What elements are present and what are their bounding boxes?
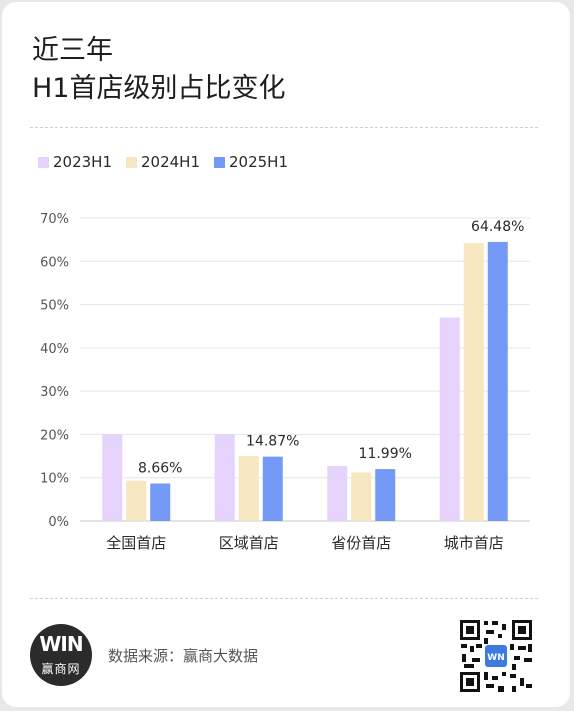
title-line-2: H1首店级别占比变化 (32, 73, 286, 104)
bar-2023h1-2 (327, 466, 348, 521)
y-tick-label: 50% (40, 299, 69, 314)
qr-code-icon: WN (458, 618, 534, 694)
bar-2025h1-3 (487, 241, 508, 521)
legend-item-2025: 2025H1 (214, 153, 288, 171)
x-tick-label: 区域首店 (219, 534, 279, 552)
logo-mark: WIN (39, 632, 83, 656)
data-label: 11.99% (359, 446, 412, 462)
legend-swatch-2024 (126, 156, 137, 168)
legend-label-2023: 2023H1 (53, 153, 112, 171)
bar-2025h1-0 (150, 483, 171, 521)
legend-swatch-2025 (214, 156, 225, 168)
y-tick-label: 20% (40, 428, 69, 443)
y-tick-label: 10% (40, 472, 69, 487)
y-tick-label: 60% (40, 255, 69, 270)
bottom-divider (30, 598, 538, 599)
top-divider (30, 127, 538, 128)
bar-2024h1-3 (463, 243, 484, 521)
bar-2025h1-1 (262, 456, 283, 521)
svg-text:WN: WN (487, 653, 504, 663)
x-tick-label: 省份首店 (331, 534, 391, 552)
y-tick-label: 40% (40, 342, 69, 357)
title-line-1: 近三年 (32, 35, 113, 66)
bar-2023h1-0 (102, 434, 123, 521)
y-tick-label: 0% (48, 515, 69, 530)
data-label: 14.87% (246, 434, 299, 450)
bar-chart: 0% 10% 20% 30% 40% 50% 60% 70% 8.66% 全国首店 14.87% 区域… (40, 212, 530, 552)
bar-2025h1-2 (375, 469, 396, 521)
winshang-logo: WIN 赢商网 (30, 624, 92, 686)
y-tick-label: 70% (40, 212, 69, 227)
bar-2024h1-2 (351, 472, 372, 521)
legend-label-2024: 2024H1 (141, 153, 200, 171)
x-tick-label: 城市首店 (444, 534, 504, 552)
bar-2023h1-1 (214, 434, 235, 521)
x-tick-label: 全国首店 (106, 534, 166, 552)
bar-2024h1-0 (126, 480, 147, 521)
logo-text: 赢商网 (41, 662, 81, 676)
legend-item-2024: 2024H1 (126, 153, 200, 171)
legend-label-2025: 2025H1 (229, 153, 288, 171)
legend: 2023H1 2024H1 2025H1 (38, 153, 288, 171)
legend-swatch-2023 (38, 156, 49, 168)
bar-2023h1-3 (439, 317, 460, 521)
data-label: 8.66% (138, 461, 182, 477)
bar-2024h1-1 (238, 456, 259, 521)
y-tick-label: 30% (40, 385, 69, 400)
legend-item-2023: 2023H1 (38, 153, 112, 171)
data-source: 数据来源：赢商大数据 (108, 647, 259, 665)
chart-title: 近三年 H1首店级别占比变化 (32, 32, 285, 108)
data-label: 64.48% (471, 219, 524, 235)
